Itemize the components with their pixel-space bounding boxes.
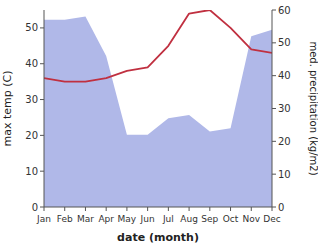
- y-tick: [40, 63, 44, 64]
- x-tick: [44, 207, 45, 211]
- y-tick-label: 20: [25, 130, 38, 141]
- x-tick-label: May: [118, 214, 137, 224]
- x-tick-label: Sep: [201, 214, 218, 224]
- y-tick: [40, 207, 44, 208]
- x-tick: [189, 207, 190, 211]
- x-tick: [147, 207, 148, 211]
- y2-tick-label: 60: [278, 5, 291, 16]
- x-tick: [126, 207, 127, 211]
- y-axis-line: [44, 10, 45, 207]
- x-tick-label: Mar: [77, 214, 94, 224]
- y2-tick: [272, 108, 276, 109]
- y2-tick-label: 30: [278, 103, 291, 114]
- y-tick-label: 40: [25, 58, 38, 69]
- y-axis-label: max temp (C): [1, 70, 14, 146]
- x-tick-label: Jun: [140, 214, 155, 224]
- x-tick-label: Nov: [242, 214, 260, 224]
- y2-tick: [272, 75, 276, 76]
- x-tick-label: Oct: [223, 214, 239, 224]
- x-tick: [64, 207, 65, 211]
- y-tick-label: 30: [25, 94, 38, 105]
- x-tick-label: Aug: [180, 214, 198, 224]
- x-tick-label: Apr: [98, 214, 114, 224]
- y2-tick: [272, 174, 276, 175]
- y2-tick: [272, 141, 276, 142]
- y-tick: [40, 27, 44, 28]
- y2-tick: [272, 42, 276, 43]
- y2-tick-label: 0: [278, 202, 284, 213]
- x-tick: [230, 207, 231, 211]
- y-tick: [40, 135, 44, 136]
- x-axis-label: date (month): [117, 231, 199, 244]
- x-tick-label: Dec: [263, 214, 280, 224]
- chart: 010203040500102030405060JanFebMarAprMayJ…: [0, 0, 318, 247]
- x-tick: [272, 207, 273, 211]
- y-tick: [40, 171, 44, 172]
- y2-tick-label: 10: [278, 169, 291, 180]
- x-tick: [209, 207, 210, 211]
- y-tick-label: 10: [25, 166, 38, 177]
- precipitation-area: [44, 17, 272, 207]
- y2-tick-label: 20: [278, 136, 291, 147]
- y-tick: [40, 99, 44, 100]
- x-tick: [106, 207, 107, 211]
- x-tick-label: Jan: [36, 214, 51, 224]
- x-tick: [85, 207, 86, 211]
- y2-axis-label: med. precipitation (kg/m2): [308, 41, 318, 175]
- y2-tick-label: 50: [278, 37, 291, 48]
- temperature-line: [44, 10, 272, 82]
- y2-tick: [272, 207, 276, 208]
- plot-area: [44, 10, 272, 207]
- y-tick-label: 50: [25, 22, 38, 33]
- y2-tick-label: 40: [278, 70, 291, 81]
- x-tick: [168, 207, 169, 211]
- x-axis-line: [44, 207, 272, 208]
- x-tick-label: Jul: [162, 214, 174, 224]
- y2-tick: [272, 10, 276, 11]
- y-tick-label: 0: [32, 202, 38, 213]
- x-tick-label: Feb: [57, 214, 73, 224]
- x-tick: [251, 207, 252, 211]
